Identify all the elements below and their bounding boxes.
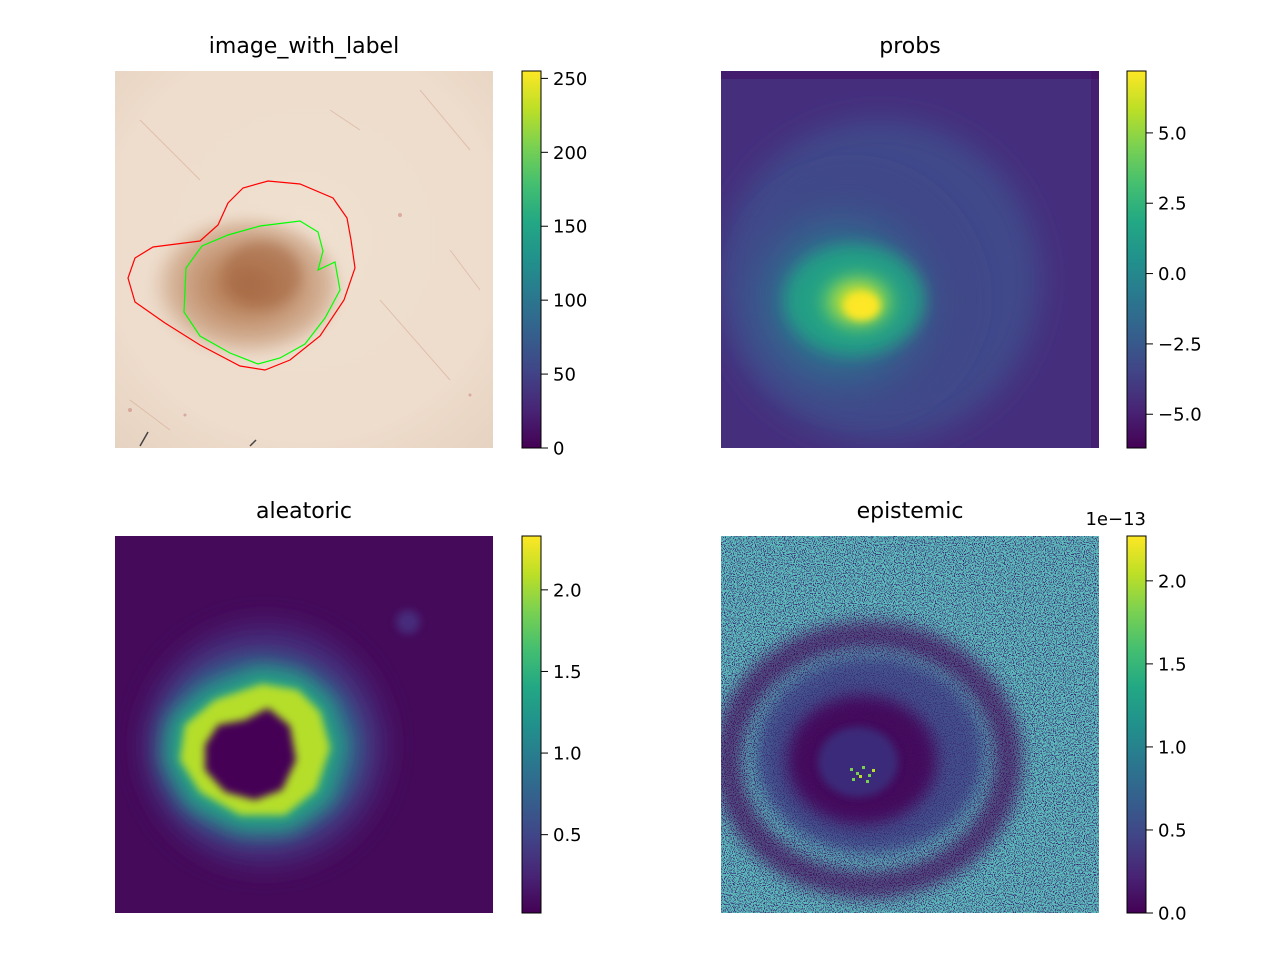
colorbar-tick-label: 1.0 [1158, 737, 1187, 758]
colorbar-tick-label: 2.0 [553, 580, 582, 601]
colorbar-tick-label: 0.5 [1158, 820, 1187, 841]
colorbar-tick-label: 1.5 [1158, 654, 1187, 675]
colorbar-tick-label: 0.0 [1158, 264, 1187, 285]
epistemic-heatmap [721, 536, 1099, 913]
colorbar: 0.0 0.5 1.0 1.5 2.0 [1126, 535, 1187, 925]
colorbar-tick-label: 250 [553, 69, 587, 90]
colorbar-tick-label: −5.0 [1158, 405, 1202, 426]
panel-image-with-label: image_with_label 0 50 [115, 34, 587, 460]
aleatoric-heatmap [115, 536, 493, 913]
colorbar-tick-label: 0 [553, 439, 564, 460]
panel-probs: probs −5.0 −2.5 0.0 2.5 5.0 [721, 34, 1202, 449]
colorbar: 0 50 100 150 200 250 [521, 69, 587, 460]
colorbar-tick-label: 50 [553, 365, 576, 386]
colorbar-tick-label: 150 [553, 217, 587, 238]
image-area [115, 71, 493, 448]
colorbar-tick-label: 1.0 [553, 744, 582, 765]
colorbar-tick-label: 2.0 [1158, 571, 1187, 592]
colorbar: 0.5 1.0 1.5 2.0 [521, 535, 582, 914]
colorbar-tick-label: 5.0 [1158, 123, 1187, 144]
colorbar-multiplier: 1e−13 [1085, 509, 1146, 530]
prediction-contour [127, 180, 356, 371]
panel-title: image_with_label [209, 34, 399, 59]
colorbar-tick-label: 0.0 [1158, 904, 1187, 925]
colorbar-tick-label: 200 [553, 143, 587, 164]
colorbar-tick-label: 2.5 [1158, 194, 1187, 215]
panel-title: aleatoric [256, 499, 352, 524]
panel-title: epistemic [857, 499, 964, 524]
panel-title: probs [879, 34, 940, 59]
probs-heatmap [721, 71, 1099, 448]
panel-epistemic: epistemic 0.0 0.5 1.0 1.5 2.0 1e−13 [721, 499, 1187, 925]
colorbar-tick-label: −2.5 [1158, 334, 1202, 355]
panel-aleatoric: aleatoric 0.5 1.0 1.5 2.0 [115, 499, 582, 914]
ground-truth-contour [183, 220, 341, 365]
colorbar-tick-label: 100 [553, 291, 587, 312]
colorbar-tick-label: 1.5 [553, 662, 582, 683]
colorbar-tick-label: 0.5 [553, 825, 582, 846]
colorbar: −5.0 −2.5 0.0 2.5 5.0 [1126, 70, 1202, 449]
